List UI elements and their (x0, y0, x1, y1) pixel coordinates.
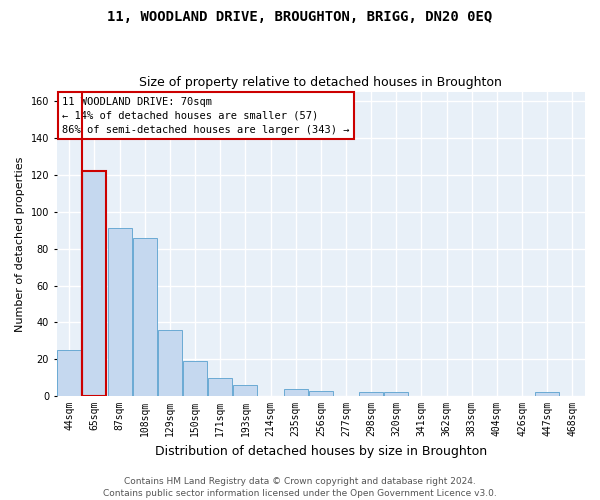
Bar (385, 392, 408, 396)
Bar (107, 228, 131, 396)
Bar (208, 378, 232, 396)
Bar (58, 350, 81, 396)
Bar (535, 392, 559, 396)
Bar (82, 172, 106, 396)
Bar (359, 392, 383, 396)
Bar (158, 330, 182, 396)
Bar (284, 388, 308, 396)
Bar (309, 390, 333, 396)
Bar (183, 361, 207, 396)
Bar (233, 385, 257, 396)
Title: Size of property relative to detached houses in Broughton: Size of property relative to detached ho… (139, 76, 502, 90)
X-axis label: Distribution of detached houses by size in Broughton: Distribution of detached houses by size … (155, 444, 487, 458)
Y-axis label: Number of detached properties: Number of detached properties (15, 156, 25, 332)
Bar (133, 238, 157, 396)
Text: 11, WOODLAND DRIVE, BROUGHTON, BRIGG, DN20 0EQ: 11, WOODLAND DRIVE, BROUGHTON, BRIGG, DN… (107, 10, 493, 24)
Text: 11 WOODLAND DRIVE: 70sqm
← 14% of detached houses are smaller (57)
86% of semi-d: 11 WOODLAND DRIVE: 70sqm ← 14% of detach… (62, 96, 349, 134)
Text: Contains HM Land Registry data © Crown copyright and database right 2024.
Contai: Contains HM Land Registry data © Crown c… (103, 476, 497, 498)
